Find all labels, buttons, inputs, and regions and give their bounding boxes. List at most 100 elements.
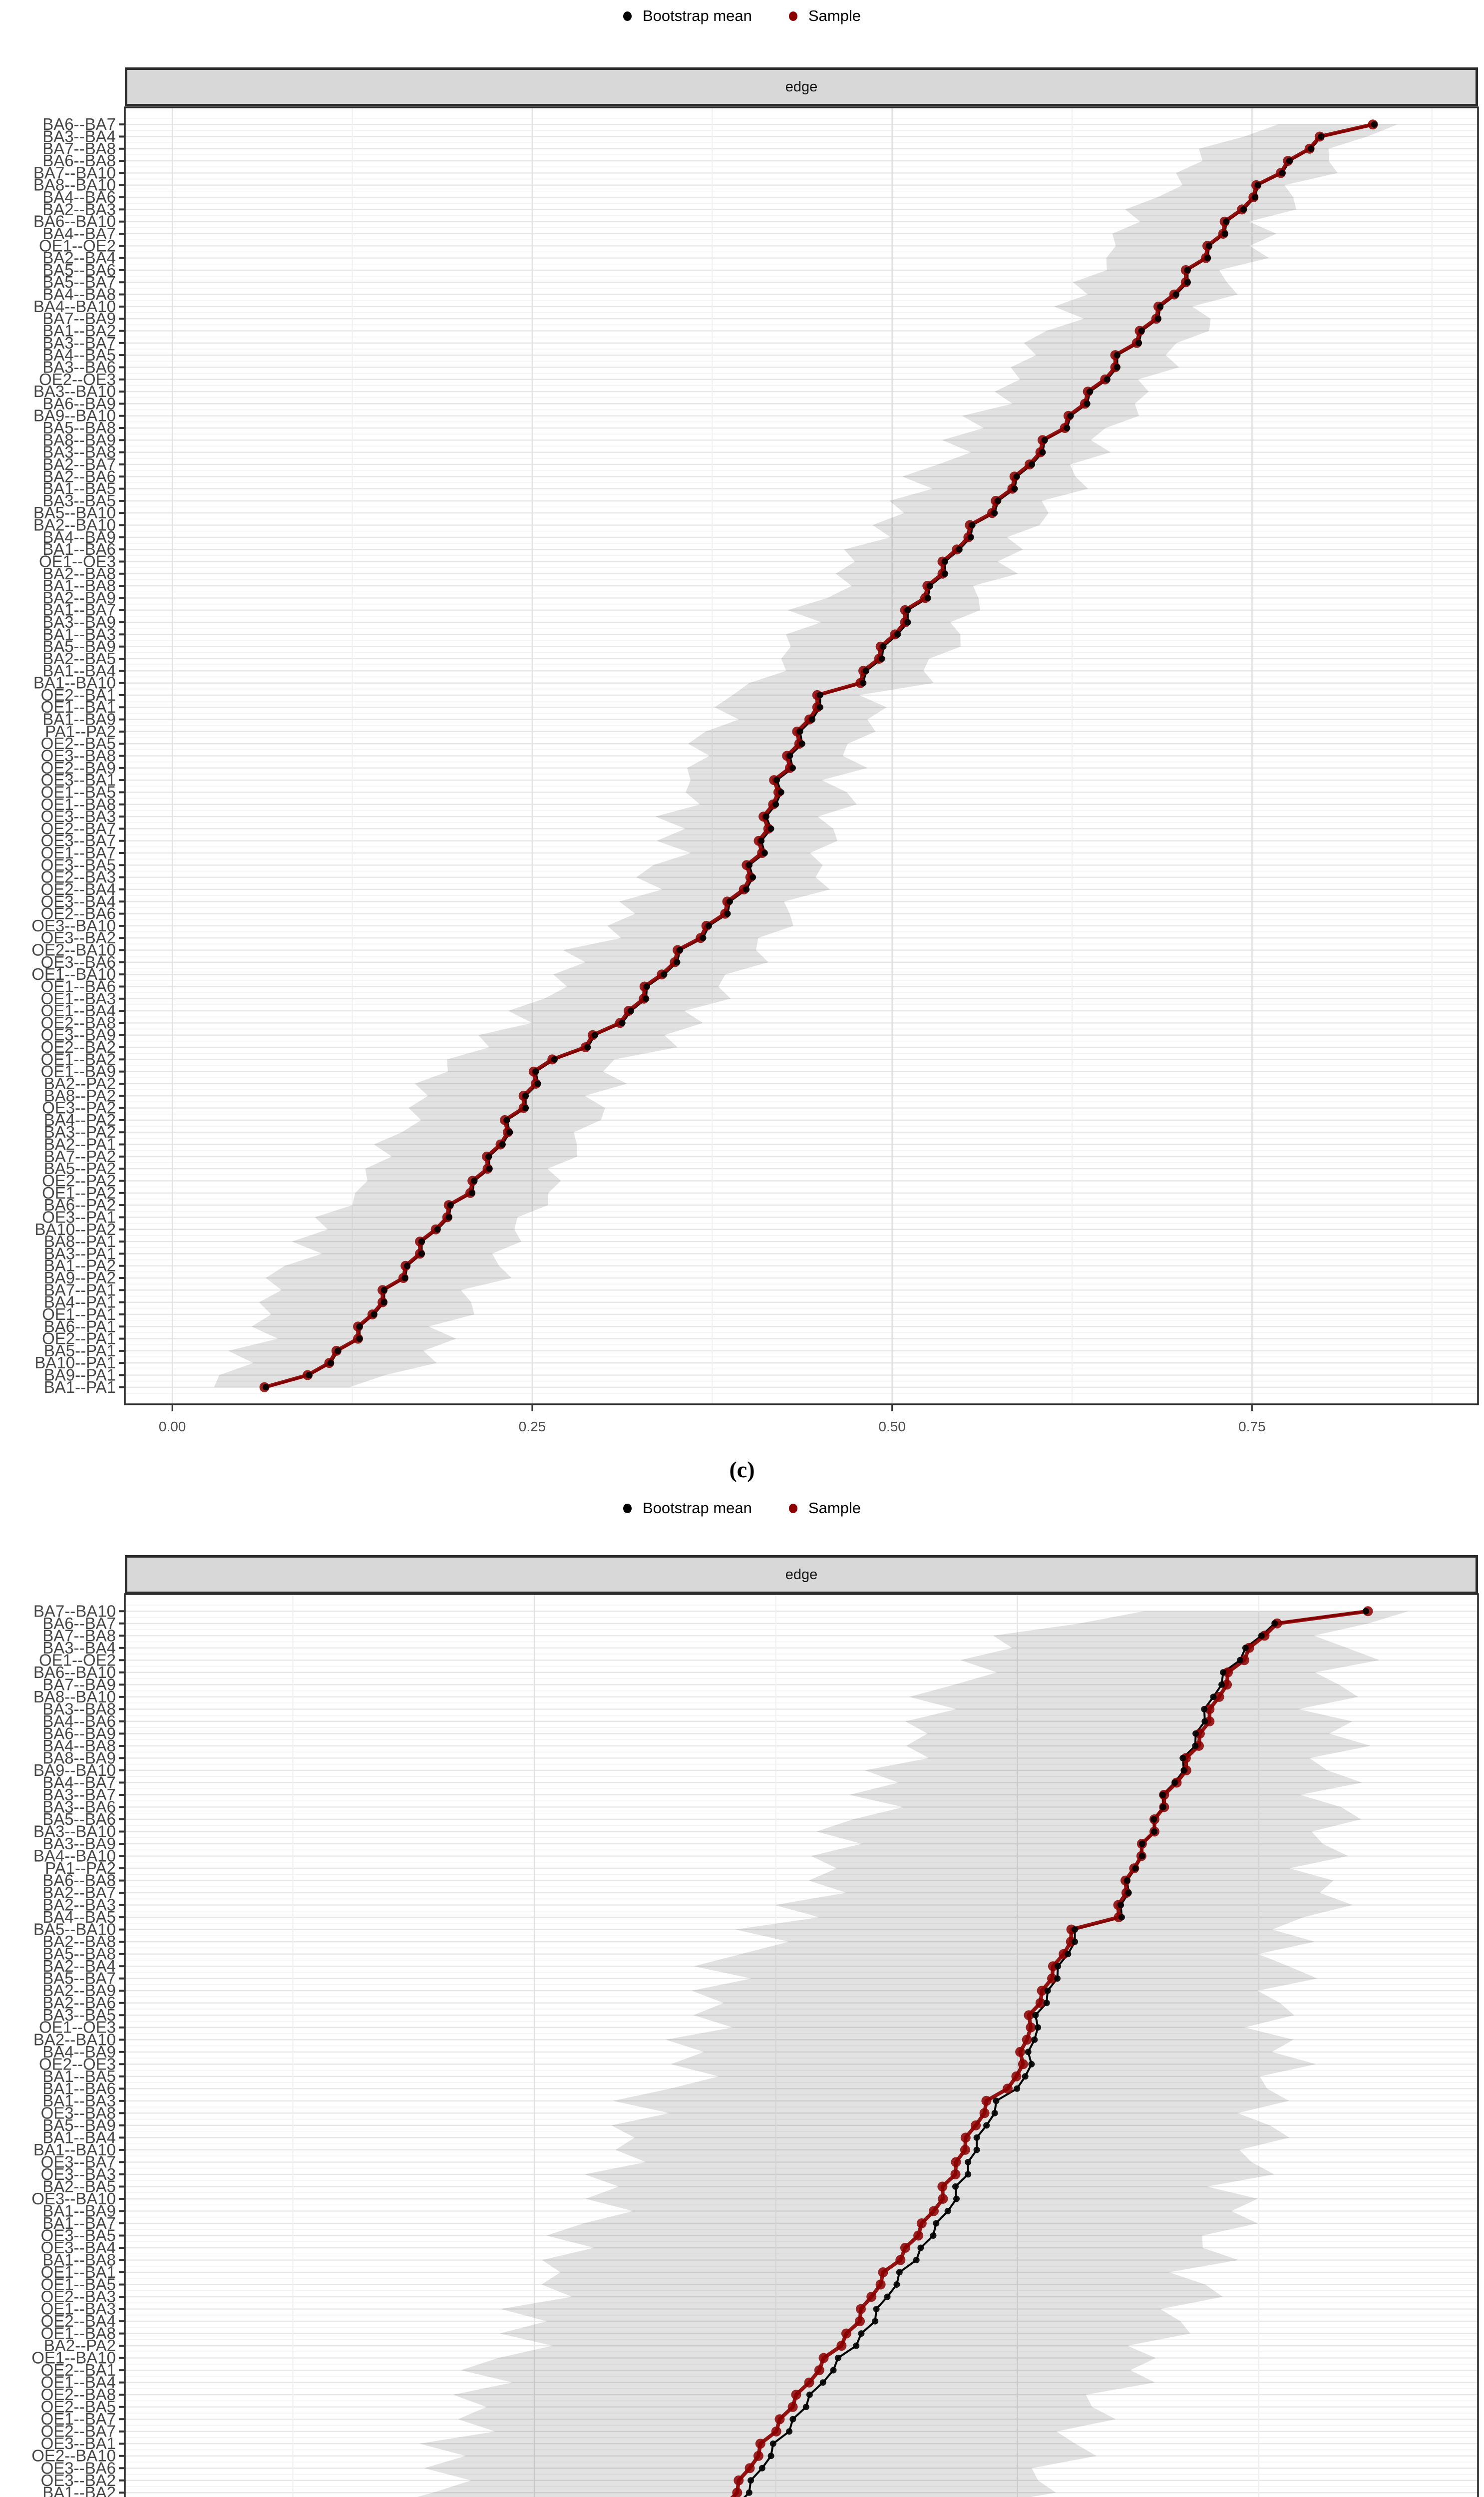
y-axis-label: OE2--BA8 (41, 1013, 116, 1032)
y-axis-label: OE2--BA7 (41, 2422, 116, 2441)
bootstrap-mean-point (445, 1214, 452, 1221)
bootstrap-mean-point (1179, 1754, 1186, 1761)
y-axis-label: BA6--BA10 (33, 1663, 116, 1681)
y-axis-label: OE3--BA2 (41, 928, 116, 947)
y-axis-label: BA6--BA9 (42, 1724, 116, 1742)
y-axis-label: BA2--BA8 (42, 564, 116, 583)
y-axis-label: BA3--BA5 (42, 491, 116, 510)
bootstrap-mean-point (1117, 1902, 1124, 1909)
y-axis-label: BA5--BA10 (33, 503, 116, 522)
y-axis-label: OE3--BA1 (41, 2434, 116, 2453)
sample-point (1204, 1704, 1215, 1714)
subfigure-caption-c: (c) (729, 1457, 755, 1482)
bootstrap-mean-point (743, 886, 750, 893)
bootstrap-mean-point (380, 1286, 387, 1293)
y-axis-label: BA6--PA1 (44, 1317, 116, 1335)
y-axis-label: BA4--BA10 (33, 297, 116, 316)
bootstrap-mean-point (447, 1202, 454, 1209)
y-axis-label: BA3--BA8 (42, 443, 116, 461)
ci-ribbon (417, 1611, 1409, 2497)
bootstrap-mean-point (1032, 2012, 1039, 2019)
y-axis-label: OE3--BA7 (41, 2152, 116, 2171)
x-tick-label: 0.50 (878, 1419, 906, 1434)
sample-point (960, 2144, 970, 2155)
bootstrap-mean-point (1025, 2049, 1032, 2056)
sample-point (1204, 1716, 1215, 1726)
bootstrap-mean-point (1114, 364, 1120, 371)
y-axis-label: OE2--BA9 (41, 759, 116, 777)
y-axis-label: BA1--BA5 (42, 2067, 116, 2085)
y-axis-label: BA3--BA4 (42, 1639, 116, 1657)
y-axis-label: PA1--PA2 (45, 722, 116, 741)
bootstrap-mean-point (1072, 1926, 1079, 1933)
y-axis-label: BA1--BA9 (42, 2201, 116, 2220)
bootstrap-mean-point (1067, 413, 1074, 419)
y-axis-label: BA4--BA8 (42, 285, 116, 304)
bootstrap-mean-point (306, 1372, 313, 1378)
bootstrap-mean-point (1084, 400, 1091, 407)
bootstrap-mean-point (924, 594, 931, 601)
sample-point (1024, 2010, 1034, 2021)
y-axis-label: BA1--BA6 (42, 540, 116, 558)
bootstrap-mean-point (380, 1299, 387, 1306)
y-axis-label: BA1--BA3 (42, 625, 116, 643)
sample-point (937, 2181, 948, 2192)
y-axis-label: BA2--PA2 (44, 1074, 116, 1093)
bootstrap-mean-point (926, 582, 933, 589)
y-axis-label: OE2--OE3 (39, 370, 116, 389)
y-axis-label: BA5--BA9 (42, 2116, 116, 2134)
bootstrap-mean-point (806, 2391, 813, 2398)
bootstrap-mean-point (1286, 157, 1293, 164)
sample-point (1214, 1691, 1224, 1702)
bootstrap-mean-point (798, 740, 805, 747)
y-axis-label: OE1--BA5 (41, 2275, 116, 2294)
sample-point (913, 2230, 924, 2241)
y-axis-label: BA9--PA2 (44, 1268, 116, 1287)
bootstrap-mean-point (335, 1347, 342, 1354)
bootstrap-mean-point (1035, 2024, 1042, 2031)
y-axis-label: BA1--BA4 (42, 2128, 116, 2146)
y-axis-label: BA9--BA10 (33, 1761, 116, 1779)
y-axis-label: BA8--PA1 (44, 1232, 116, 1250)
sample-point (732, 2488, 742, 2497)
bootstrap-mean-dot-icon (623, 11, 632, 21)
legend-item-sample: Sample (788, 7, 861, 25)
bootstrap-mean-point (746, 861, 753, 868)
y-axis-label: OE2--BA4 (41, 2312, 116, 2330)
bootstrap-mean-point (1271, 1620, 1278, 1627)
y-axis-label: BA7--BA10 (33, 163, 116, 182)
bootstrap-mean-point (356, 1323, 363, 1330)
bootstrap-mean-point (965, 2171, 972, 2178)
y-axis-label: OE3--BA2 (41, 2471, 116, 2490)
sample-point (916, 2218, 927, 2228)
y-axis-label: BA1--BA8 (42, 576, 116, 595)
bootstrap-mean-point (371, 1311, 377, 1318)
y-axis-label: BA6--BA8 (42, 151, 116, 170)
y-axis-label: OE1--PA1 (42, 1305, 116, 1323)
y-axis-label: BA2--PA1 (44, 1135, 116, 1154)
y-axis-label: BA1--BA10 (33, 674, 116, 692)
y-axis-label: OE1--BA1 (41, 698, 116, 716)
y-axis-label: BA3--BA4 (42, 127, 116, 145)
bootstrap-mean-point (786, 753, 793, 759)
y-axis-label: BA1--BA8 (42, 2251, 116, 2269)
bootstrap-mean-point (965, 2158, 972, 2165)
bootstrap-mean-point (772, 801, 779, 808)
bootstrap-mean-point (1139, 1840, 1145, 1847)
facet-strip-edge: edge (125, 1555, 1478, 1594)
bootstrap-mean-point (1159, 1804, 1166, 1810)
y-axis-label: OE3--BA3 (41, 807, 116, 826)
sample-point (1048, 1961, 1058, 1972)
sample-point (1047, 1973, 1057, 1984)
bootstrap-mean-point (1064, 424, 1071, 431)
y-axis-label: BA1--BA5 (42, 479, 116, 498)
bootstrap-mean-point (356, 1335, 363, 1342)
bootstrap-mean-point (1180, 1767, 1187, 1774)
sample-point (814, 2365, 824, 2376)
bootstrap-mean-point (761, 849, 768, 856)
y-axis-label: BA1--BA4 (42, 661, 116, 680)
sample-point (1223, 1667, 1233, 1677)
bootstrap-mean-point (1206, 242, 1212, 249)
